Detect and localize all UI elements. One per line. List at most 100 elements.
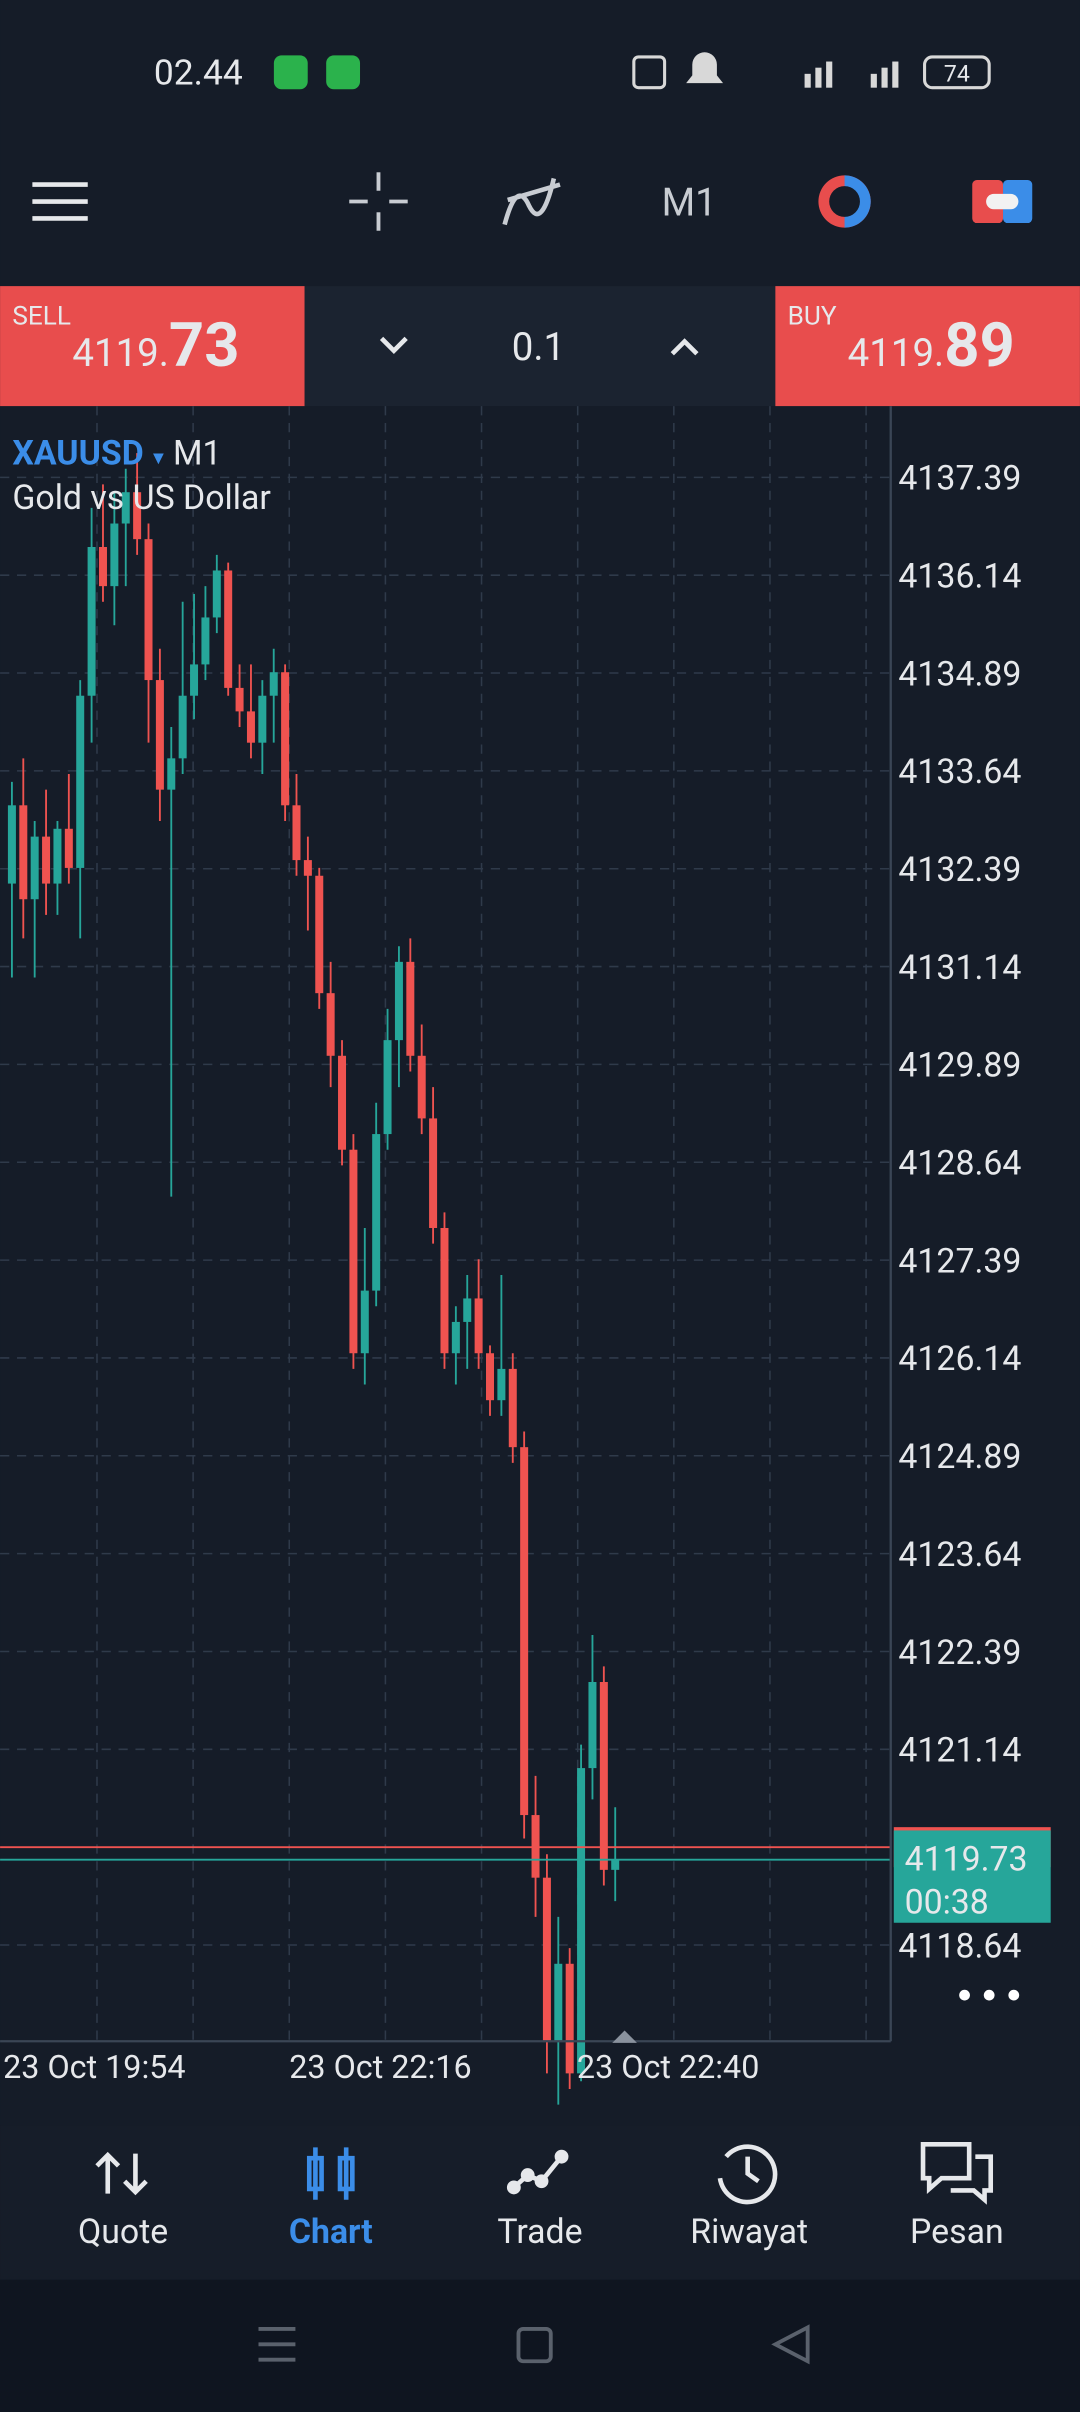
system-buttons [258, 2324, 810, 2365]
volume-up[interactable] [670, 338, 699, 356]
candle-body [110, 523, 119, 587]
indicators-button[interactable] [502, 177, 561, 226]
candle-body [133, 492, 142, 540]
nav-item[interactable]: Chart [289, 2213, 373, 2252]
candle-body [417, 1055, 426, 1119]
chart: 4137.39 4136.14 4134.89 4133.64 4132.39 4131.… [0, 406, 1051, 2105]
y-tick-label: 4137.39 [898, 460, 1021, 499]
status-icon [273, 55, 308, 90]
menu-button[interactable] [32, 182, 88, 221]
bid-label-box [893, 1830, 1051, 1923]
candle-body [338, 1055, 347, 1150]
candle-body [121, 492, 130, 524]
y-tick-label: 4124.89 [898, 1438, 1021, 1477]
sell-price: 4119.73 [72, 310, 239, 382]
y-tick-label: 4127.39 [898, 1242, 1021, 1281]
battery-level: 74 [944, 61, 970, 88]
volume-down[interactable] [379, 336, 408, 354]
candle-body [42, 836, 51, 884]
objects-button[interactable] [818, 175, 871, 228]
symbol-caret: ▾ [153, 446, 164, 471]
y-tick-label: 4133.64 [898, 753, 1021, 792]
candle-body [19, 805, 28, 900]
buy-button[interactable] [775, 286, 1080, 407]
candle-body [155, 680, 164, 790]
candle-body [429, 1118, 438, 1228]
candle-body [64, 828, 73, 868]
y-tick-label: 4126.14 [898, 1340, 1021, 1379]
trade-button[interactable] [972, 179, 1033, 224]
volume-panel [304, 286, 776, 407]
candle-body [463, 1298, 472, 1322]
y-tick-label: 4121.14 [898, 1732, 1021, 1771]
candle-body [224, 570, 233, 688]
sell-price-big: 73 [169, 310, 240, 382]
buy-label: BUY [788, 302, 837, 332]
candle-body [281, 672, 290, 806]
bid-label: 4119.73 [905, 1840, 1028, 1879]
nav-items: Quote Chart Trade Riwayat Pesan [78, 2213, 1004, 2252]
nav-bar [0, 2125, 1080, 2280]
chart-icon [306, 2147, 355, 2200]
y-tick-label: 4129.89 [898, 1047, 1021, 1086]
volume[interactable]: 0.1 [512, 325, 565, 370]
timeframe-button[interactable]: M1 [662, 180, 717, 225]
y-tick-label: 4131.14 [898, 949, 1021, 988]
candle-body [235, 687, 244, 712]
candle-body [246, 711, 255, 743]
crosshair-button[interactable] [349, 172, 408, 231]
candle-body [53, 828, 62, 884]
nav-item[interactable]: Pesan [910, 2213, 1004, 2252]
sell-label: SELL [12, 302, 71, 332]
quote-icon [95, 2151, 148, 2196]
more-button[interactable] [959, 1989, 1020, 2001]
y-tick-label: 4136.14 [898, 557, 1021, 596]
candle-body [292, 805, 301, 861]
buy-price-big: 89 [944, 310, 1015, 382]
candle-body [394, 961, 403, 1041]
candle-body [258, 695, 267, 743]
status-icons [632, 52, 991, 90]
symbol[interactable]: XAUUSD [12, 435, 143, 474]
buy-price: 4119.89 [848, 310, 1015, 382]
candle-body [383, 1040, 392, 1135]
candle-body [178, 695, 187, 759]
y-tick-label: 4134.89 [898, 655, 1021, 694]
chart-timeframe: M1 [173, 435, 222, 474]
sell-button[interactable] [0, 286, 305, 407]
messages-icon [920, 2142, 994, 2205]
nav-item[interactable]: Riwayat [690, 2213, 808, 2252]
history-icon [717, 2144, 778, 2205]
countdown: 00:38 [905, 1884, 989, 1923]
candle-body [201, 617, 210, 665]
candle-body [611, 1859, 620, 1870]
candle-body [212, 570, 221, 618]
candle-body [588, 1681, 597, 1769]
system-nav [0, 2279, 1080, 2412]
candle-body [144, 539, 153, 681]
candle-body [190, 664, 199, 696]
candle-body [30, 836, 39, 900]
candle-body [577, 1768, 586, 2074]
symbol-header: XAUUSD ▾ M1 [12, 435, 221, 474]
scroll-marker [612, 2030, 637, 2043]
candle-body [542, 1877, 551, 2043]
candle-body [76, 695, 85, 868]
y-tick-label: 4132.39 [898, 851, 1021, 890]
status-time: 02.44 [154, 52, 243, 94]
candle-body [167, 758, 176, 790]
candle-body [451, 1321, 460, 1354]
status-icon [326, 55, 361, 90]
candle-body [87, 546, 96, 696]
y-tick-label: 4122.39 [898, 1634, 1021, 1673]
candle-body [474, 1298, 483, 1354]
candle-body [98, 546, 107, 587]
candle-body [7, 805, 16, 884]
candle-body [326, 993, 335, 1056]
candle-body [315, 875, 324, 994]
y-tick-label: 4123.64 [898, 1536, 1021, 1575]
nav-item[interactable]: Quote [78, 2213, 168, 2252]
candle-body [303, 860, 312, 876]
nav-item[interactable]: Trade [497, 2213, 582, 2252]
x-tick-label: 23 Oct 22:16 [289, 2048, 471, 2086]
